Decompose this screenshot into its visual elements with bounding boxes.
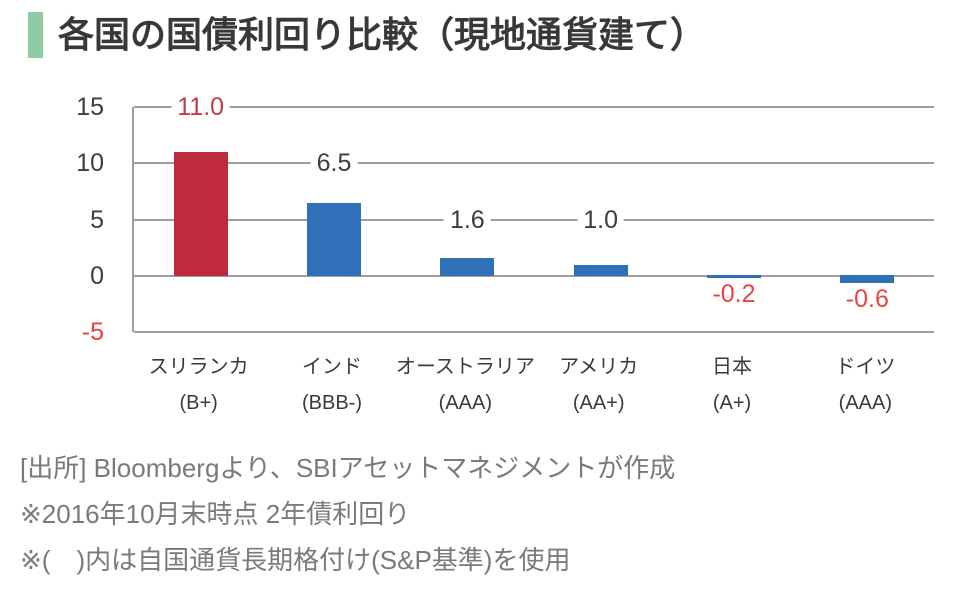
bar <box>440 257 495 276</box>
gridline <box>134 274 934 277</box>
bar-value-label: 11.0 <box>171 94 231 120</box>
category-group: スリランカ (B+) <box>149 349 249 421</box>
y-tick-label: 0 <box>90 261 104 290</box>
y-tick-label: -5 <box>81 318 104 346</box>
bar <box>173 152 228 276</box>
bar-value-label: 1.6 <box>443 206 491 233</box>
category-group: 日本 (A+) <box>712 349 752 421</box>
rating-basis-note: ※( )内は自国通貨長期格付け(S&P基準)を使用 <box>20 545 571 575</box>
rating-label: (AAA) <box>838 392 892 414</box>
gridline <box>134 106 934 108</box>
bond-yield-bar-chart: 11.0 6.5 1.6 1.0 -0.2 -0.6 スリランカ (B+) インド (BBB-)… <box>0 93 968 429</box>
bar-value-label: 6.5 <box>310 150 358 177</box>
category-label: 日本 <box>712 356 752 378</box>
bar <box>573 264 628 276</box>
footnotes: [出所] Bloombergより、SBIアセットマネジメントが作成 ※2016年… <box>20 452 675 590</box>
bar <box>840 274 895 283</box>
asof-note: ※2016年10月末時点 2年債利回り <box>20 499 411 529</box>
category-group: アメリカ (AA+) <box>559 349 638 421</box>
header: 各国の国債利回り比較（現地通貨建て） <box>28 12 706 58</box>
bar-value-label: -0.6 <box>839 285 895 312</box>
category-group: インド (BBB-) <box>302 349 362 421</box>
category-label: アメリカ <box>559 356 639 378</box>
rating-label: (B+) <box>179 392 218 414</box>
bar <box>307 202 361 276</box>
rating-label: (A+) <box>712 392 752 414</box>
plot-area: 11.0 6.5 1.6 1.0 -0.2 -0.6 <box>132 94 934 333</box>
category-label: ドイツ <box>835 356 896 378</box>
rating-label: (AAA) <box>438 392 492 414</box>
category-label: オーストラリア <box>395 356 535 378</box>
y-tick-label: 15 <box>76 93 104 121</box>
gridline <box>134 218 934 221</box>
gridline <box>134 331 934 333</box>
y-tick-label: 10 <box>76 149 104 178</box>
category-label: インド <box>302 356 362 378</box>
y-tick-label: 5 <box>90 205 104 234</box>
category-label: スリランカ <box>148 356 249 378</box>
title-accent-bar <box>28 12 43 58</box>
x-axis-labels: スリランカ (B+) インド (BBB-) オーストラリア (AAA) アメリカ (AA+) 日… <box>0 349 968 429</box>
rating-label: (AA+) <box>572 392 625 414</box>
page-title: 各国の国債利回り比較（現地通貨建て） <box>58 14 707 55</box>
rating-label: (BBB-) <box>302 392 362 414</box>
gridline <box>134 162 934 165</box>
bar-value-label: -0.2 <box>706 281 762 307</box>
bar <box>707 274 761 278</box>
source-note: [出所] Bloombergより、SBIアセットマネジメントが作成 <box>20 453 676 483</box>
bar-value-label: 1.0 <box>577 206 625 233</box>
category-group: ドイツ (AAA) <box>835 349 895 421</box>
category-group: オーストラリア (AAA) <box>396 349 535 421</box>
